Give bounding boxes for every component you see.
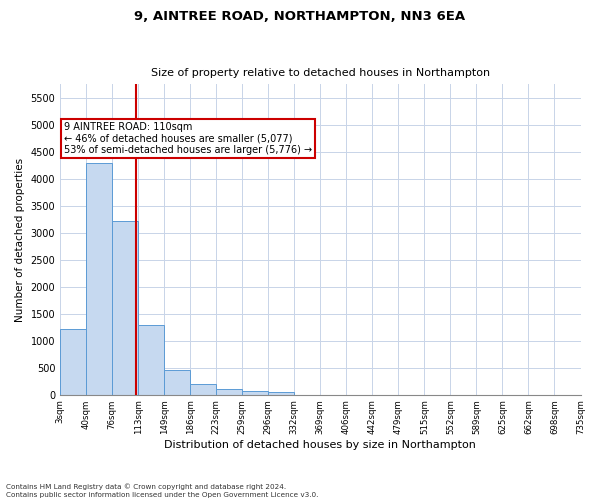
Bar	[268, 392, 295, 394]
Text: Contains public sector information licensed under the Open Government Licence v3: Contains public sector information licen…	[6, 492, 319, 498]
Title: Size of property relative to detached houses in Northampton: Size of property relative to detached ho…	[151, 68, 490, 78]
Bar	[164, 370, 190, 394]
Text: 9, AINTREE ROAD, NORTHAMPTON, NN3 6EA: 9, AINTREE ROAD, NORTHAMPTON, NN3 6EA	[134, 10, 466, 23]
Bar	[60, 329, 86, 394]
Bar	[86, 162, 112, 394]
Y-axis label: Number of detached properties: Number of detached properties	[15, 158, 25, 322]
X-axis label: Distribution of detached houses by size in Northampton: Distribution of detached houses by size …	[164, 440, 476, 450]
Bar	[190, 384, 216, 394]
Bar	[138, 324, 164, 394]
Bar	[216, 390, 242, 394]
Text: Contains HM Land Registry data © Crown copyright and database right 2024.: Contains HM Land Registry data © Crown c…	[6, 484, 286, 490]
Bar	[242, 391, 268, 394]
Text: 9 AINTREE ROAD: 110sqm
← 46% of detached houses are smaller (5,077)
53% of semi-: 9 AINTREE ROAD: 110sqm ← 46% of detached…	[64, 122, 312, 156]
Bar	[112, 221, 138, 394]
